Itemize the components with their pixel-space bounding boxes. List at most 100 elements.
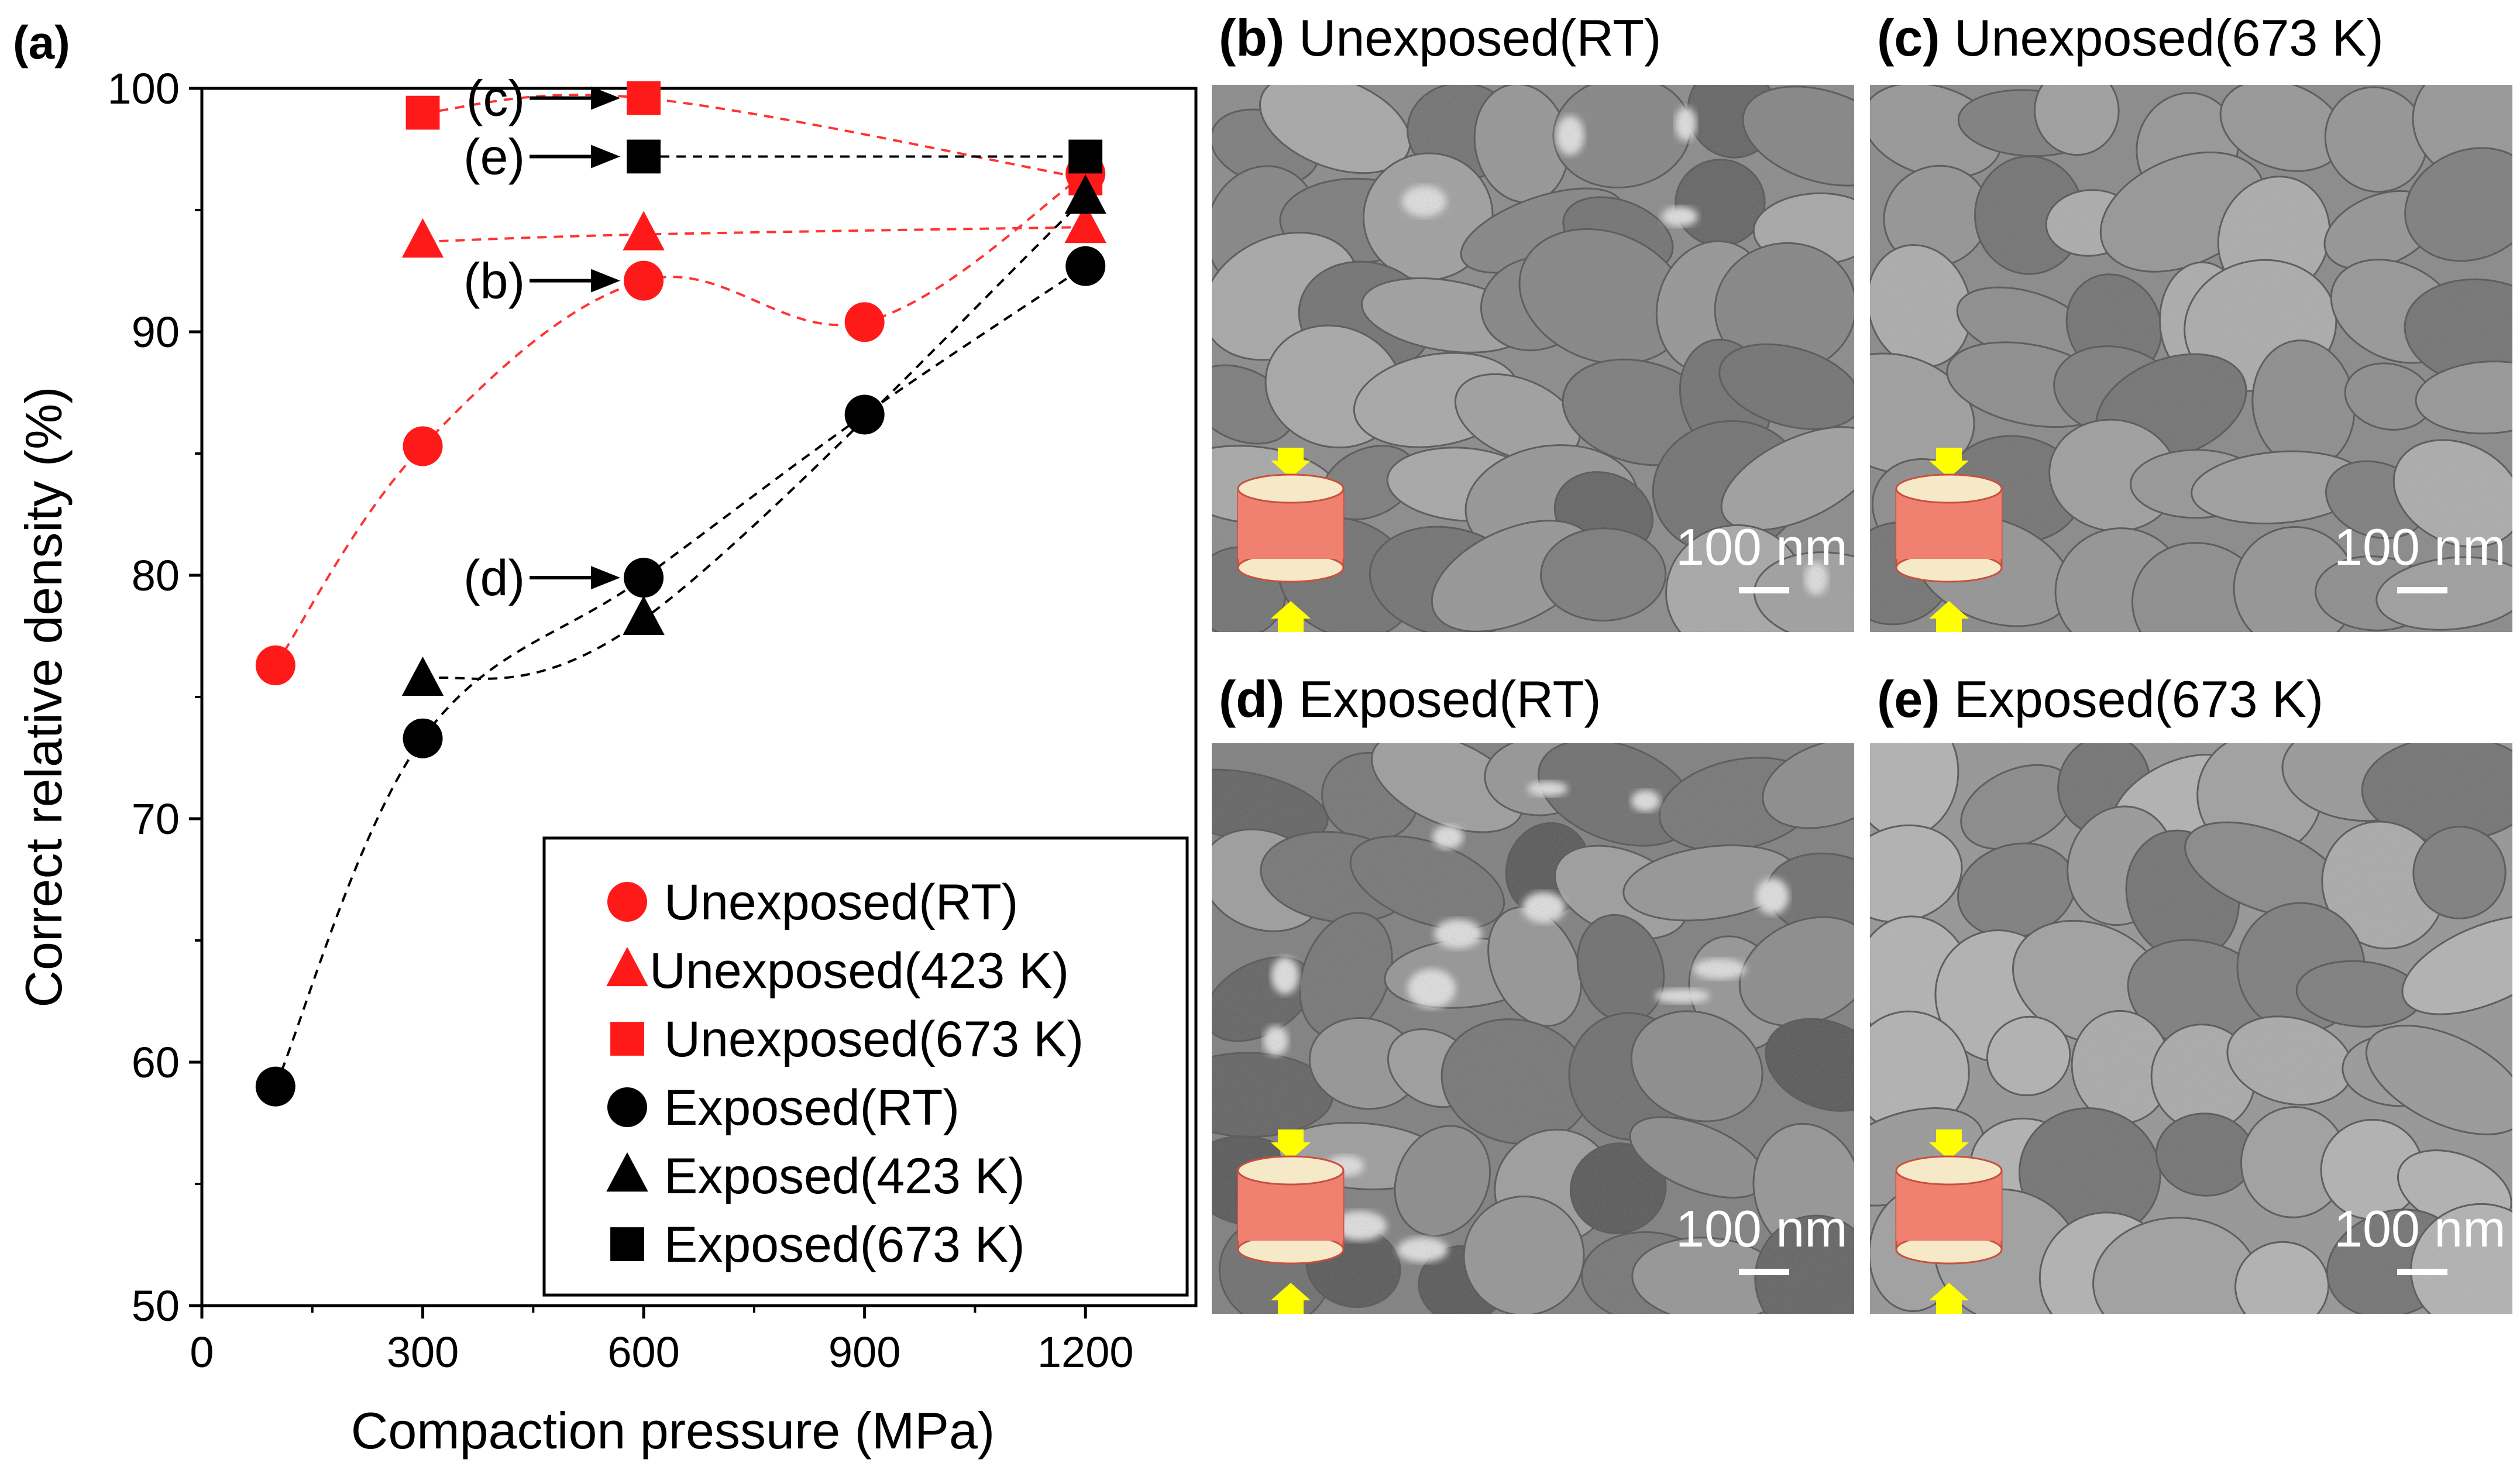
axis-ticks: 0 300 600 900 1200 50 60 70 80 90 100 [108, 64, 1134, 1376]
pellet-top [1895, 473, 2003, 504]
data-point-exposed-423-k [623, 595, 665, 636]
legend-label-exposed-423-k: Exposed(423 K) [664, 1148, 1025, 1204]
legend-label-unexposed-673-k: Unexposed(673 K) [664, 1011, 1084, 1067]
data-point-unexposed-423-k [401, 218, 444, 258]
data-point-exposed-423-k [401, 656, 444, 696]
compaction-pellet-icon [1237, 1129, 1345, 1314]
legend-label-exposed-rt: Exposed(RT) [664, 1080, 960, 1136]
x-tick-label: 0 [190, 1328, 214, 1376]
press-arrow-top [1271, 1129, 1311, 1160]
callout-label: (c) [466, 71, 525, 127]
micrograph-title: (e) Exposed(673 K) [1877, 670, 2323, 728]
data-points [255, 81, 1106, 1107]
compaction-pellet-icon [1895, 448, 2003, 632]
callout-label: (e) [463, 129, 525, 185]
x-tick-label: 600 [607, 1328, 679, 1376]
data-point-unexposed-rt [844, 302, 885, 342]
data-point-unexposed-423-k [1064, 204, 1106, 243]
data-point-exposed-rt [844, 394, 885, 435]
data-point-exposed-rt [624, 558, 664, 598]
y-tick-label: 70 [132, 795, 180, 843]
scale-bar-label: 100 nm [2334, 1200, 2506, 1258]
scale-bar [1739, 587, 1789, 593]
legend-marker-unexposed-rt [607, 882, 647, 922]
pellet-top [1237, 473, 1345, 504]
scale-bar-label: 100 nm [1676, 1200, 1848, 1258]
press-arrow-bottom [1271, 601, 1311, 632]
callout-arrow-head [591, 145, 621, 169]
legend-marker-exposed-423-k [606, 1152, 648, 1192]
data-point-exposed-rt [255, 1066, 295, 1107]
scale-bar-label: 100 nm [1676, 518, 1848, 576]
tem-image [1870, 743, 2512, 1314]
compaction-pellet-icon [1237, 448, 1345, 632]
data-point-exposed-rt [403, 718, 443, 758]
micrograph-letter: (d) [1219, 670, 1299, 728]
data-point-exposed-423-k [1064, 174, 1106, 214]
y-tick-label: 60 [132, 1038, 180, 1087]
series-line-unexposed-423-k [422, 226, 1086, 243]
data-point-unexposed-rt [624, 260, 664, 301]
micrograph-title-text: Unexposed(RT) [1299, 9, 1662, 67]
chart-panel: (a) 0 300 600 900 1200 50 60 70 80 90 100 (c)(e) (b… [13, 16, 1198, 1460]
legend-box [542, 836, 1189, 1297]
data-point-exposed-rt [1065, 246, 1106, 286]
data-point-unexposed-673-k [627, 81, 661, 115]
micrograph-letter: (b) [1219, 9, 1299, 67]
y-tick-label: 80 [132, 551, 180, 600]
press-arrow-bottom [1271, 1283, 1311, 1314]
data-point-exposed-673-k [627, 139, 661, 174]
data-point-unexposed-423-k [623, 211, 665, 250]
micrograph-title-text: Unexposed(673 K) [1954, 9, 2384, 67]
x-tick-label: 300 [387, 1328, 459, 1376]
micrograph-panel-hot-exposed: (e) Exposed(673 K) 100 nm [1870, 670, 2512, 1314]
legend: Unexposed(RT) Unexposed(423 K) Unexposed(6… [542, 836, 1189, 1297]
press-arrow-bottom [1929, 1283, 1969, 1314]
micrograph-title: (c) Unexposed(673 K) [1877, 9, 2384, 67]
micrograph-panel-rt-exposed: (d) Exposed(RT) 100 nm [1212, 670, 1854, 1314]
callout-label: (d) [463, 550, 525, 606]
press-arrow-top [1929, 1129, 1969, 1160]
scale-bar [1739, 1269, 1789, 1275]
y-tick-label: 100 [108, 64, 180, 113]
micrograph-letter: (c) [1877, 9, 1954, 67]
callout-label: (b) [463, 253, 525, 310]
series-line-exposed-423-k [422, 197, 1087, 681]
scale-bar-label: 100 nm [2334, 518, 2506, 576]
micrograph-letter: (e) [1877, 670, 1954, 728]
callout-arrow-head [591, 86, 621, 110]
x-axis-title: Compaction pressure (MPa) [351, 1402, 995, 1460]
press-arrow-top [1271, 448, 1311, 478]
press-arrow-bottom [1929, 601, 1969, 632]
data-point-unexposed-rt [403, 426, 443, 466]
legend-marker-unexposed-673-k [610, 1022, 644, 1056]
series-line-unexposed-673-k [422, 94, 1086, 180]
y-axis-title: Correct relative density (%) [15, 386, 73, 1007]
legend-label-unexposed-423-k: Unexposed(423 K) [649, 943, 1069, 999]
x-tick-label: 900 [828, 1328, 900, 1376]
y-tick-label: 90 [132, 308, 180, 356]
legend-marker-exposed-673-k [610, 1227, 644, 1261]
y-tick-label: 50 [132, 1282, 180, 1330]
legend-marker-unexposed-423-k [606, 946, 648, 987]
micrograph-grid: (b) Unexposed(RT)100 nm(c) Unexposed(673… [1212, 9, 2512, 1314]
series-line-exposed-rt [274, 265, 1087, 1087]
scale-bar [2397, 1269, 2447, 1275]
scale-bar [2397, 587, 2447, 593]
micrograph-title-text: Exposed(RT) [1299, 670, 1601, 728]
pellet-top [1895, 1155, 2003, 1186]
micrograph-panel-rt-unexposed: (b) Unexposed(RT) 100 nm [1212, 9, 1854, 632]
micrograph-title-text: Exposed(673 K) [1954, 670, 2323, 728]
legend-marker-exposed-rt [607, 1087, 647, 1127]
micrograph-title: (d) Exposed(RT) [1219, 670, 1601, 728]
callouts: (c)(e) (b) (d) [463, 71, 621, 606]
panel-a-label: (a) [13, 16, 70, 68]
callout-arrow-head [591, 566, 621, 590]
legend-label-unexposed-rt: Unexposed(RT) [664, 874, 1018, 931]
callout-arrow-head [591, 269, 621, 293]
legend-label-exposed-673-k: Exposed(673 K) [664, 1217, 1025, 1273]
micrograph-panel-hot-unexposed: (c) Unexposed(673 K) 100 nm [1870, 9, 2512, 632]
x-tick-label: 1200 [1037, 1328, 1134, 1376]
data-point-unexposed-rt [255, 645, 295, 685]
